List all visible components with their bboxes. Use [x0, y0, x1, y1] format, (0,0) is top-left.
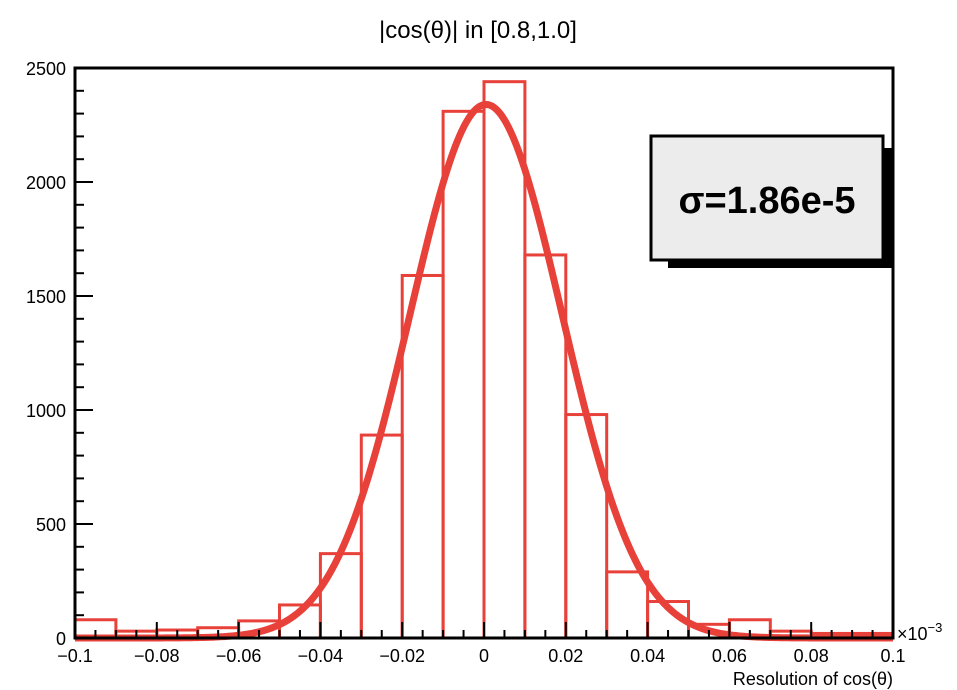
y-tick-label: 0 [56, 629, 66, 649]
x-tick-label: −0.06 [216, 646, 262, 666]
histogram-bin [318, 552, 363, 640]
x-tick-label: 0.04 [630, 646, 665, 666]
x-axis-ticks: −0.1 −0.08 −0.06 −0.04 −0.02 0 0.02 0.04 0.06 0.0… [57, 622, 906, 666]
histogram-bin [482, 80, 527, 640]
x-tick-label: 0 [479, 646, 489, 666]
stat-box-frame [649, 134, 885, 262]
x-tick-label: 0.08 [794, 646, 829, 666]
y-tick-label: 500 [36, 515, 66, 535]
y-tick-label: 1000 [26, 401, 66, 421]
x-tick-label: −0.1 [57, 646, 93, 666]
x-tick-label: −0.08 [134, 646, 180, 666]
x-tick-label: 0.02 [548, 646, 583, 666]
x-axis-multiplier: ×10−3 [897, 620, 942, 644]
x-axis-label: Resolution of cos(θ) [733, 669, 893, 689]
x-tick-label: −0.02 [379, 646, 425, 666]
chart-title: |cos(θ)| in [0.8,1.0] [379, 17, 577, 44]
x-tick-label: 0.1 [880, 646, 905, 666]
y-tick-label: 2000 [26, 173, 66, 193]
y-tick-label: 1500 [26, 287, 66, 307]
y-axis-ticks: 0 500 1000 1500 2000 2500 [26, 59, 93, 649]
y-tick-label: 2500 [26, 59, 66, 79]
x-tick-label: −0.04 [298, 646, 344, 666]
histogram-bin [359, 433, 404, 640]
stat-box-text: σ=1.86e-5 [678, 180, 855, 222]
histogram-bin [564, 413, 609, 640]
histogram-bin [605, 570, 650, 640]
x-tick-label: 0.06 [712, 646, 747, 666]
histogram-bin [441, 109, 486, 640]
stat-box: σ=1.86e-5 [649, 134, 893, 268]
x-axis-multiplier-exponent: −3 [928, 620, 943, 635]
